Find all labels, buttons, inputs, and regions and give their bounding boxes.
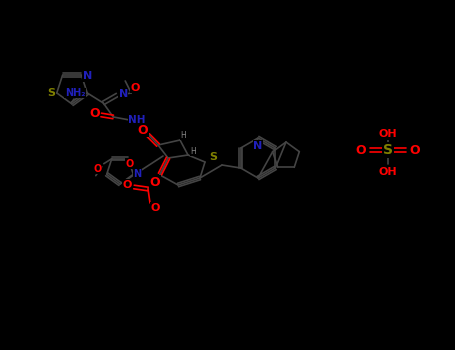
- Text: S: S: [383, 143, 393, 157]
- Text: H: H: [190, 147, 196, 155]
- Text: H: H: [180, 131, 186, 140]
- Text: NH₂: NH₂: [65, 88, 85, 98]
- Text: OH: OH: [379, 129, 397, 139]
- Text: O: O: [94, 164, 102, 174]
- Text: O: O: [410, 144, 420, 156]
- Text: N: N: [253, 141, 263, 151]
- Text: O: O: [138, 124, 148, 136]
- Text: O: O: [150, 203, 160, 213]
- Text: O: O: [356, 144, 366, 156]
- Text: S: S: [209, 152, 217, 162]
- Text: O: O: [89, 107, 100, 120]
- Text: S: S: [47, 88, 55, 98]
- Text: O: O: [131, 83, 140, 93]
- Text: N: N: [119, 89, 128, 99]
- Text: OH: OH: [379, 167, 397, 177]
- Text: O: O: [122, 180, 131, 190]
- Text: N: N: [83, 71, 92, 81]
- Text: O: O: [150, 175, 160, 189]
- Text: NH: NH: [128, 115, 146, 125]
- Text: O: O: [125, 159, 133, 169]
- Text: N: N: [133, 169, 142, 179]
